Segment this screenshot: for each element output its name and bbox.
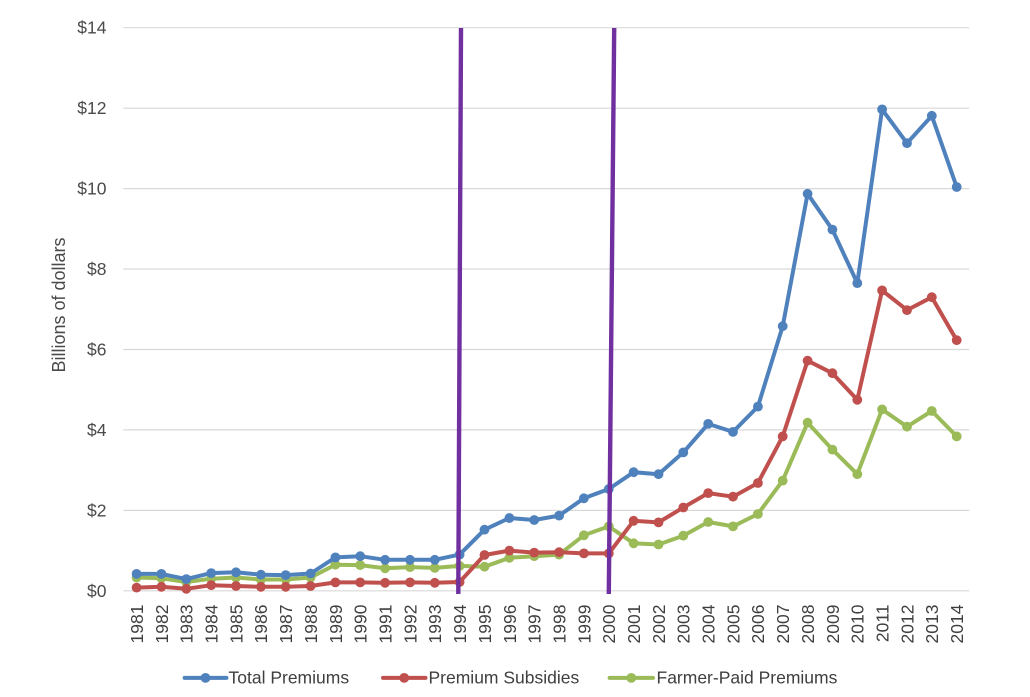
svg-text:2009: 2009 xyxy=(823,605,843,644)
svg-text:2011: 2011 xyxy=(873,605,893,643)
svg-text:$10: $10 xyxy=(77,179,106,199)
svg-text:2012: 2012 xyxy=(897,605,917,644)
svg-text:$14: $14 xyxy=(77,18,106,38)
svg-text:Billions of dollars: Billions of dollars xyxy=(49,237,69,372)
svg-text:1994: 1994 xyxy=(450,604,470,643)
svg-text:2005: 2005 xyxy=(723,605,743,644)
svg-text:2002: 2002 xyxy=(649,605,669,644)
svg-text:1989: 1989 xyxy=(326,605,346,644)
svg-text:1995: 1995 xyxy=(475,605,495,644)
svg-text:2008: 2008 xyxy=(798,605,818,644)
svg-text:2001: 2001 xyxy=(624,605,644,644)
svg-text:2014: 2014 xyxy=(947,604,967,643)
svg-text:$12: $12 xyxy=(77,98,106,118)
svg-text:1991: 1991 xyxy=(376,605,396,644)
svg-text:1987: 1987 xyxy=(276,605,296,644)
svg-text:2000: 2000 xyxy=(599,604,619,643)
svg-text:2010: 2010 xyxy=(848,604,868,643)
svg-text:1993: 1993 xyxy=(425,605,445,644)
svg-text:1997: 1997 xyxy=(525,605,545,644)
svg-text:1999: 1999 xyxy=(574,605,594,644)
svg-text:1996: 1996 xyxy=(500,605,520,644)
svg-text:2003: 2003 xyxy=(674,605,694,644)
svg-text:$4: $4 xyxy=(87,420,107,440)
svg-text:1998: 1998 xyxy=(550,605,570,644)
svg-text:2006: 2006 xyxy=(748,605,768,644)
svg-text:$0: $0 xyxy=(87,581,107,601)
svg-text:Premium Subsidies: Premium Subsidies xyxy=(429,668,580,688)
svg-text:1990: 1990 xyxy=(351,604,371,643)
svg-text:Farmer-Paid Premiums: Farmer-Paid Premiums xyxy=(657,668,838,688)
svg-text:$2: $2 xyxy=(87,500,106,520)
svg-text:2007: 2007 xyxy=(773,605,793,644)
svg-text:2004: 2004 xyxy=(699,604,719,643)
svg-text:1988: 1988 xyxy=(301,605,321,644)
svg-text:$8: $8 xyxy=(87,259,106,279)
svg-text:1985: 1985 xyxy=(226,605,246,644)
svg-text:1982: 1982 xyxy=(152,605,172,644)
svg-text:Total Premiums: Total Premiums xyxy=(229,668,350,688)
svg-text:1992: 1992 xyxy=(400,605,420,644)
svg-text:1983: 1983 xyxy=(177,605,197,644)
svg-text:1986: 1986 xyxy=(251,605,271,644)
svg-text:$6: $6 xyxy=(87,340,106,360)
svg-text:1984: 1984 xyxy=(202,604,222,643)
svg-text:1981: 1981 xyxy=(127,605,147,644)
svg-text:2013: 2013 xyxy=(922,605,942,644)
